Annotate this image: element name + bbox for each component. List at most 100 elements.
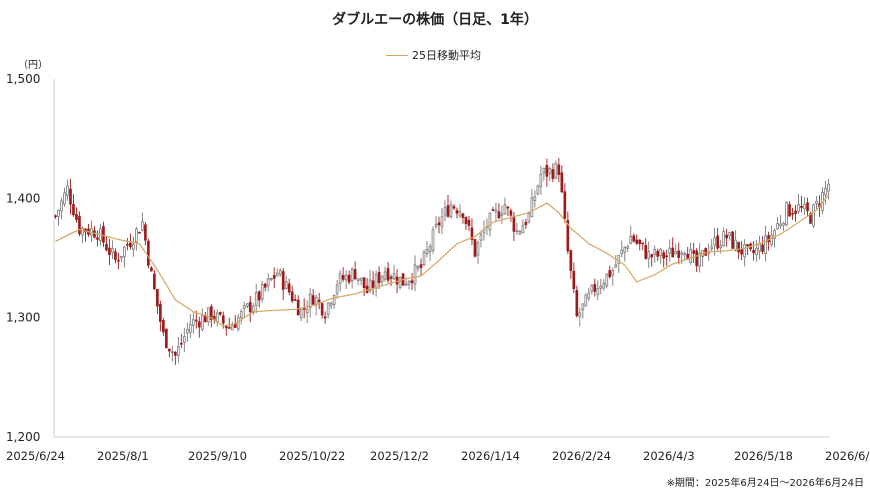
candle-body: [281, 271, 285, 290]
candle-body: [347, 274, 351, 283]
candle-body: [248, 301, 252, 313]
candle-body: [677, 250, 681, 258]
candle-body: [440, 216, 444, 227]
candle-body: [156, 288, 159, 307]
candle-body: [123, 246, 126, 258]
candle-body: [521, 225, 525, 234]
candle-body: [141, 221, 144, 231]
candle-body: [812, 204, 815, 227]
candle-body: [500, 213, 504, 216]
candle-body: [578, 312, 582, 317]
candle-body: [656, 250, 660, 257]
candle-body: [467, 219, 471, 226]
candle-body: [704, 248, 707, 256]
candle-body: [725, 234, 728, 239]
candle-body: [386, 268, 390, 281]
candle-body: [545, 165, 549, 177]
candle-body: [590, 284, 594, 292]
candle-body: [191, 319, 195, 326]
candle-body: [353, 269, 357, 280]
candle-body: [215, 312, 219, 323]
candle-body: [308, 293, 312, 309]
candle-body: [605, 273, 609, 287]
candle-body: [602, 282, 606, 289]
candle-body: [692, 250, 696, 254]
candle-body: [719, 245, 722, 248]
candle-body: [614, 264, 618, 268]
candle-body: [536, 185, 540, 195]
x-tick-label: 2025/6/24: [6, 449, 65, 463]
candle-body: [620, 249, 624, 255]
candle-body: [150, 267, 153, 272]
candle-body: [188, 324, 192, 333]
candle-body: [668, 247, 672, 254]
candle-body: [764, 235, 767, 254]
candle-body: [827, 183, 830, 192]
candle-body: [623, 246, 627, 253]
candle-body: [233, 323, 237, 328]
y-axis-unit: （円）: [18, 60, 48, 71]
candle-body: [254, 291, 258, 306]
candle-body: [509, 210, 513, 216]
candle-body: [305, 309, 309, 313]
candle-body: [740, 249, 743, 255]
candle-body: [183, 336, 186, 343]
candle-body: [293, 299, 297, 301]
candle-body: [779, 223, 782, 227]
candle-body: [377, 272, 381, 284]
candle-body: [758, 243, 761, 252]
x-tick-label: 2026/2/24: [552, 449, 611, 463]
candle-body: [710, 246, 713, 250]
legend-ma-label: 25日移動平均: [412, 49, 481, 62]
candle-body: [278, 270, 282, 275]
candle-body: [329, 302, 333, 306]
candle-body: [653, 248, 657, 255]
candle-body: [332, 295, 336, 305]
candle-body: [560, 172, 564, 193]
candle-body: [60, 200, 63, 212]
x-tick-label: 2025/8/1: [97, 449, 149, 463]
candle-body: [665, 255, 669, 258]
candle-body: [413, 264, 417, 285]
candle-body: [737, 241, 740, 253]
candle-body: [773, 230, 776, 240]
candle-body: [227, 327, 231, 329]
y-tick-label: 1,500: [6, 72, 40, 86]
candle-body: [111, 248, 114, 253]
x-tick-label: 2026/6/24: [825, 449, 870, 463]
candle-body: [206, 307, 210, 323]
candle-body: [251, 305, 255, 314]
candle-body: [224, 326, 228, 329]
candle-body: [147, 240, 150, 266]
candle-body: [398, 276, 402, 288]
candle-body: [539, 173, 543, 188]
candle-body: [269, 278, 273, 281]
candle-body: [449, 204, 453, 218]
candle-body: [200, 315, 204, 330]
candle-body: [371, 280, 375, 288]
candle-body: [734, 239, 737, 251]
candle-body: [617, 254, 621, 264]
candle-body: [761, 244, 764, 252]
candle-body: [527, 213, 531, 223]
candle-body: [272, 275, 276, 279]
candle-body: [689, 249, 693, 263]
candle-body: [752, 250, 755, 254]
candle-body: [647, 251, 651, 259]
candle-body: [770, 234, 773, 245]
candle-body: [416, 266, 420, 269]
candle-body: [722, 231, 725, 247]
candle-body: [63, 192, 66, 205]
candle-body: [69, 188, 72, 205]
x-tick-label: 2025/9/10: [188, 449, 247, 463]
candle-body: [105, 243, 108, 251]
candle-body: [542, 168, 546, 174]
candle-body: [608, 270, 612, 278]
candle-body: [683, 252, 687, 256]
candle-body: [404, 283, 408, 286]
candle-body: [479, 234, 483, 241]
candle-body: [731, 231, 734, 249]
candle-body: [611, 269, 615, 276]
candle-body: [159, 303, 162, 322]
candle-body: [242, 305, 246, 309]
